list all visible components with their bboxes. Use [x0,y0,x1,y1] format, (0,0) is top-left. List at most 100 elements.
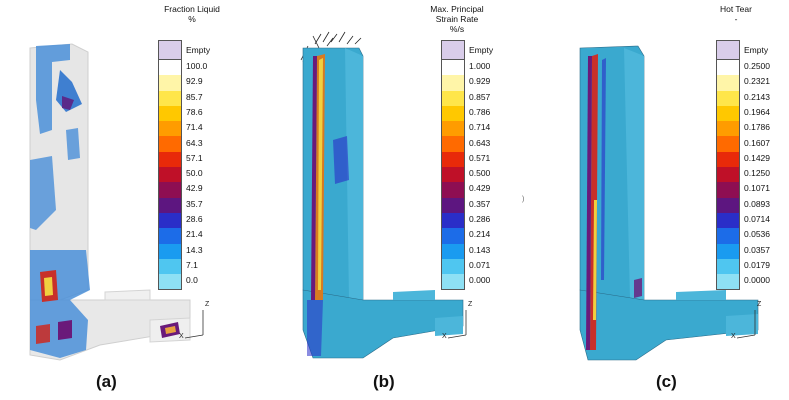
colorbar-swatch [717,258,739,275]
colorbar [716,40,740,291]
panel-a: Z X Fraction Liquid % Empty 100.0 92.9 85.… [0,0,263,400]
colorbar-empty-label: Empty [186,45,211,55]
panel-c: Z X Hot Tear - Empty 0.2500 0.2321 0.2143 0… [526,0,789,400]
colorbar-title: Hot Tear - [720,4,752,24]
colorbar-tick-label: 0.2500 [744,61,770,71]
colorbar-tick-label: 0.1786 [744,122,770,133]
colorbar-swatch [159,258,181,275]
strain-band-core [318,58,323,290]
colorbar-tick-label: 0.1071 [744,183,770,194]
casting-arm-end [726,314,758,336]
colorbar-tick-label: 0.2321 [744,76,770,87]
liquid-region-mid [62,96,74,110]
colorbar-empty-label: Empty [744,45,769,55]
colorbar-empty-swatch [159,41,181,60]
colorbar-swatch [442,167,464,183]
colorbar-swatch [717,182,739,198]
colorbar-swatch [717,243,739,259]
colorbar-swatch [159,121,181,137]
colorbar-tick-label: 0.214 [469,229,491,240]
colorbar-swatch [159,90,181,106]
casting-arm-top [676,290,726,300]
colorbar-tick-label: 1.000 [469,61,491,71]
colorbar-empty-swatch [442,41,464,60]
colorbar-swatch [159,197,181,213]
colorbar-tick-label: 0.0 [186,275,198,286]
colorbar-swatch [159,228,181,244]
colorbar-swatch [159,75,181,91]
casting-arm-top [393,290,435,300]
colorbar-swatch [442,151,464,168]
colorbar-swatch [159,151,181,168]
strain-patch [333,136,349,184]
casting-arm-top [104,289,151,301]
casting-base [579,289,759,361]
colorbar-tick-label: 0.1964 [744,106,770,117]
colorbar-swatch [442,274,464,290]
colorbar-swatch [717,274,739,290]
colorbar-swatch [442,228,464,244]
colorbar-tick-label: 0.1250 [744,168,770,179]
colorbar-tick-label: 21.4 [186,229,203,240]
colorbar-tick-label: 50.0 [186,168,203,179]
colorbar-tick-label: 14.3 [186,244,203,255]
panel-caption: (c) [656,372,677,391]
casting-model-fraction-liquid [29,43,204,361]
colorbar-swatches [717,60,739,290]
colorbar-swatch [442,182,464,198]
colorbar-swatch [442,121,464,137]
casting-model-hot-tear [579,45,759,361]
panel-caption: (b) [373,372,395,391]
colorbar-swatch [442,197,464,213]
colorbar-swatch [717,136,739,152]
colorbar-swatch [717,151,739,168]
casting-model-strain-rate [300,31,467,359]
colorbar [441,40,465,291]
colorbar-swatch [717,228,739,244]
colorbar-tick-label: 0.357 [469,198,491,209]
colorbar-swatch [159,212,181,229]
colorbar-swatch [442,243,464,259]
colorbar-tick-label: 42.9 [186,183,203,194]
liquid-region-top [36,44,70,134]
colorbar-swatch [717,167,739,183]
colorbar-tick-label: 85.7 [186,91,203,102]
axis-z-label: Z [205,301,210,308]
colorbar-tick-label: 0.000 [469,275,491,286]
colorbar-swatches [159,60,181,290]
colorbar-title: Fraction Liquid % [164,4,220,24]
colorbar-swatch [159,167,181,183]
colorbar-tick-label: 0.0893 [744,198,770,209]
colorbar-empty-swatch [717,41,739,60]
colorbar-tick-label: 0.0357 [744,244,770,255]
colorbar-tick-label: 0.643 [469,137,491,148]
colorbar-tick-label: 0.0179 [744,259,770,270]
colorbar-tick-label: 0.0536 [744,229,770,240]
colorbar-swatch [159,136,181,152]
colorbar-tick-label: 92.9 [186,76,203,87]
colorbar-title: Max. Principal Strain Rate %/s [430,4,484,34]
colorbar-tick-label: 64.3 [186,137,203,148]
colorbar-swatch [159,105,181,122]
colorbar-swatch [442,60,464,76]
colorbar-swatch [159,60,181,76]
colorbar-tick-label: 0.429 [469,183,491,194]
strain-band-edge [311,56,317,300]
colorbar-swatch [717,75,739,91]
colorbar-tick-label: 0.1429 [744,152,770,163]
colorbar-swatch [717,105,739,122]
colorbar-tick-label: 0.929 [469,76,491,87]
panel-b: Z X Max. Principal Strain Rate %/s Empty… [263,0,526,400]
hot-tear-patch [634,278,642,298]
colorbar-swatch [442,258,464,275]
liquid-region-strip [66,128,80,160]
colorbar-swatch [442,90,464,106]
colorbar-swatch [717,121,739,137]
colorbar-swatch [442,212,464,229]
hot-tear-band-2 [601,58,606,280]
colorbar-tick-label: 0.143 [469,244,491,255]
colorbar-swatch [442,75,464,91]
hot-tear-band-edge [586,56,592,350]
liquid-region-lower [30,156,56,230]
axis-z-label: Z [757,301,762,308]
